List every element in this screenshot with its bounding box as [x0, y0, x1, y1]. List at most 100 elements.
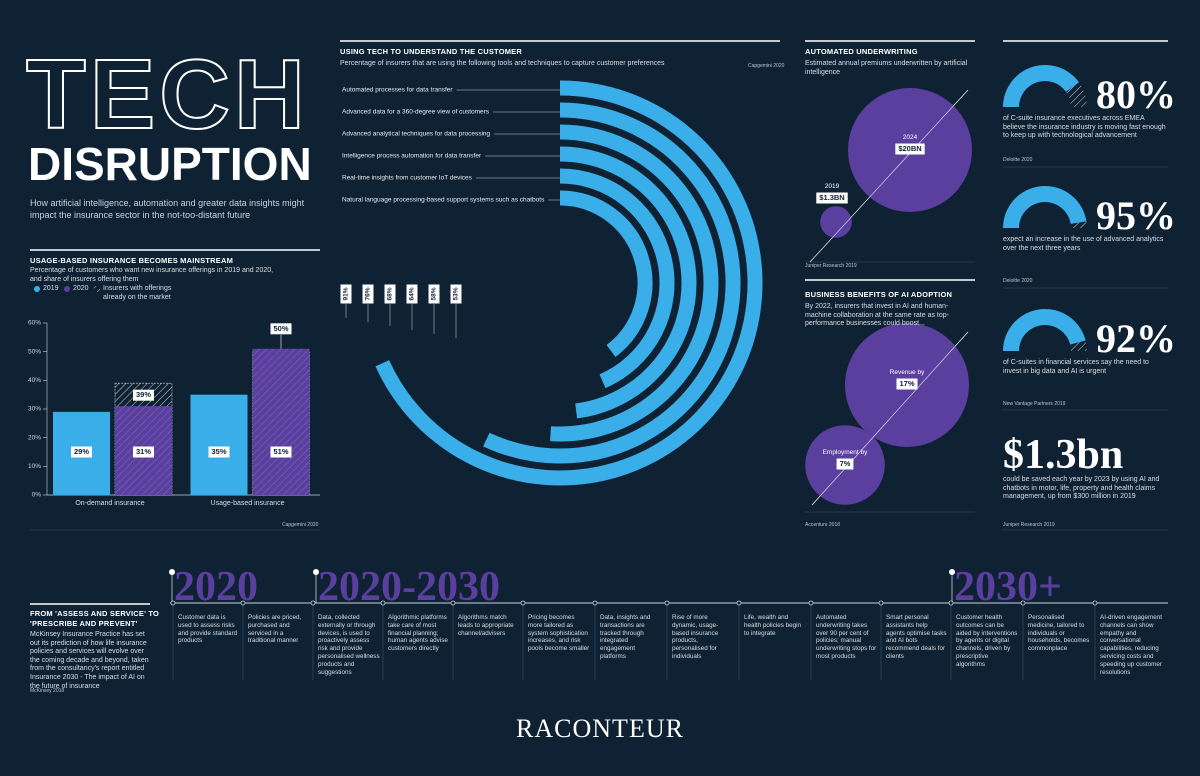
- timeline-title: FROM 'ASSESS AND SERVICE' TO 'PRESCRIBE …: [30, 609, 160, 628]
- item-dot: [736, 600, 742, 606]
- value-label-box: [406, 284, 418, 304]
- chart-source: Capgemini 2020: [282, 522, 319, 528]
- radial-bar: [550, 124, 719, 442]
- gauge-fill: [1003, 308, 1086, 351]
- item-dot: [520, 600, 526, 606]
- gauge-fill: [1003, 186, 1087, 228]
- timeline-item: Customer data is used to assess risks an…: [178, 614, 238, 645]
- timeline-item: Smart personal assistants help agents op…: [886, 614, 947, 660]
- value-label: 29%: [74, 447, 89, 456]
- value-label-box: [836, 458, 854, 470]
- value-label-group: $1.3BN: [816, 192, 848, 204]
- timeline-item: Algorithms match leads to appropriate ch…: [458, 614, 514, 637]
- item-dot: [948, 600, 954, 606]
- value-label: 7%: [840, 459, 851, 468]
- value-label: 76%: [365, 287, 372, 300]
- item-dot: [878, 600, 884, 606]
- timeline-item: Data, collected externally or through de…: [318, 614, 380, 676]
- item-dot: [664, 600, 670, 606]
- value-label-group: 35%: [208, 446, 230, 458]
- timeline-item: Personalised medicine, tailored to indiv…: [1028, 614, 1090, 653]
- value-label-box: [208, 446, 230, 458]
- value-label-box: [450, 284, 462, 304]
- bar: [190, 394, 248, 495]
- legend-label: 2019: [43, 285, 59, 292]
- value-label-box: [362, 284, 374, 304]
- value-label-group: $20BN: [895, 143, 925, 155]
- timeline-item: Policies are priced, purchased and servi…: [248, 614, 302, 645]
- value-label-box: [340, 284, 352, 304]
- chart-subtitle: Estimated annual premiums underwritten b…: [805, 60, 968, 76]
- bubble-category: Employment by: [823, 449, 869, 456]
- value-label-box: [270, 446, 292, 458]
- bubble-category: 2024: [903, 134, 918, 141]
- legend-swatch: [64, 286, 70, 292]
- category-label: Advanced data for a 360-degree view of c…: [342, 109, 490, 116]
- era-label: 2030+: [954, 564, 1062, 610]
- era-dot: [949, 569, 955, 575]
- value-label-group: 50%: [270, 323, 292, 335]
- legend-label: 2020: [73, 285, 89, 292]
- gauge-rest: [1070, 221, 1087, 228]
- category-label: Real-time insights from customer IoT dev…: [342, 175, 473, 182]
- value-label: 39%: [136, 390, 151, 399]
- bubble-category: Revenue by: [890, 369, 925, 376]
- bar: [252, 348, 310, 495]
- gauge-fill: [1003, 64, 1079, 107]
- value-label-group: 31%: [132, 446, 155, 458]
- item-dot: [240, 600, 246, 606]
- y-tick-label: 20%: [28, 434, 41, 441]
- era-dot: [169, 569, 175, 575]
- chart-source: Capgemini 2020: [748, 63, 785, 69]
- value-label: 50%: [273, 324, 288, 333]
- value-label-group: 64%: [406, 284, 418, 304]
- era-label: 2020: [174, 564, 258, 610]
- legend-swatch: [34, 286, 40, 292]
- bubble-category: 2019: [825, 183, 840, 190]
- gauge-source: Deloitte 2020: [1003, 278, 1033, 284]
- stat-source: Juniper Research 2019: [1003, 522, 1055, 528]
- radial-bar: [559, 190, 653, 357]
- y-tick-label: 40%: [28, 377, 41, 384]
- chart-subtitle: Percentage of customers who want new ins…: [30, 267, 274, 283]
- value-label: 68%: [387, 287, 394, 300]
- value-label: 91%: [343, 287, 350, 300]
- y-tick-label: 0%: [32, 492, 42, 499]
- gauge-source: Deloitte 2020: [1003, 157, 1033, 163]
- gauge-description: expect an increase in the use of advance…: [1003, 236, 1164, 252]
- timeline-item: Customer health outcomes can be aided by…: [956, 614, 1018, 668]
- timeline-source: McKinsey 2018: [30, 688, 65, 694]
- diagonal: [809, 89, 969, 263]
- chart-title: BUSINESS BENEFITS OF AI ADOPTION: [805, 290, 953, 299]
- gauge-source: New Vantage Partners 2019: [1003, 401, 1066, 407]
- stat-description: could be saved each year by 2023 by usin…: [1003, 476, 1160, 501]
- timeline-item: Rise of more dynamic, usage-based insura…: [672, 614, 719, 660]
- value-label-group: 68%: [384, 284, 396, 304]
- timeline-description: McKinsey Insurance Practice has set out …: [30, 631, 149, 690]
- y-tick-label: 10%: [28, 463, 41, 470]
- value-label-box: [384, 284, 396, 304]
- item-dot: [310, 600, 316, 606]
- timeline-item: Life, wealth and health policies begin t…: [744, 614, 802, 637]
- chart-title: USING TECH TO UNDERSTAND THE CUSTOMER: [340, 47, 522, 56]
- gauge-value: 80%: [1096, 72, 1176, 117]
- timeline-item: Automated underwriting takes over 90 per…: [816, 614, 877, 660]
- value-label: 35%: [211, 447, 226, 456]
- item-dot: [808, 600, 814, 606]
- gauge-description: of C-suite insurance executives across E…: [1003, 115, 1166, 140]
- gauge-description: of C-suites in financial services say th…: [1003, 359, 1149, 375]
- value-label: 51%: [273, 447, 288, 456]
- value-label-box: [816, 192, 848, 204]
- chart-subtitle: Percentage of insurers that are using th…: [340, 60, 665, 67]
- item-dot: [1092, 600, 1098, 606]
- radial-bar: [559, 146, 697, 419]
- value-label-group: 53%: [450, 284, 462, 304]
- value-label: 31%: [136, 447, 151, 456]
- category-label: Automated processes for data transfer: [342, 87, 453, 94]
- diagonal: [811, 331, 969, 506]
- item-dot: [170, 600, 176, 606]
- timeline-item: Data, insights and transactions are trac…: [600, 614, 651, 660]
- legend-label: Insurers with offerings already on the m…: [103, 285, 172, 301]
